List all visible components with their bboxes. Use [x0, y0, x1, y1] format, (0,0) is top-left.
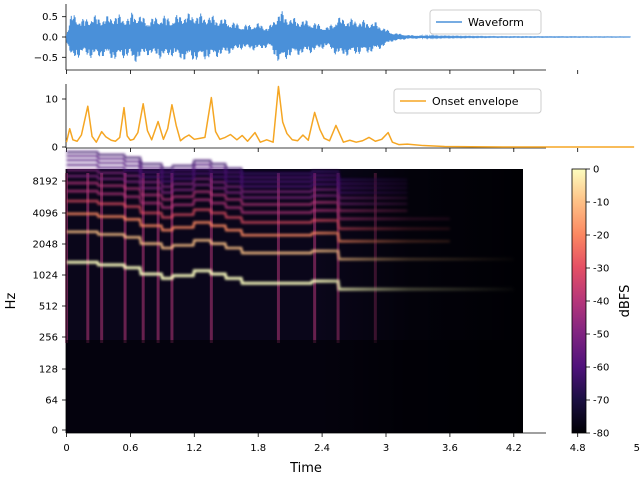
spec-x-tick-label: 4.8	[570, 443, 586, 454]
colorbar-tick-label: -10	[593, 198, 609, 209]
spec-x-tick-label: 3.6	[442, 443, 458, 454]
spec-x-tick-label: 1.8	[250, 443, 266, 454]
waveform-legend: Waveform	[429, 9, 542, 35]
spec-y-tick-label: 256	[39, 333, 58, 344]
waveform-panel: 0.5 0.0 −0.5	[34, 4, 631, 74]
spec-y-tick-label: 0	[52, 426, 58, 437]
spectrogram-low-band	[66, 340, 523, 433]
colorbar-tick-label: 0	[593, 165, 599, 176]
waveform-y-tick-label: 0.0	[42, 33, 58, 44]
colorbar-gradient	[571, 168, 587, 434]
spec-x-tick-label: 0	[63, 443, 69, 454]
onset-y-tick-label: 0	[52, 143, 58, 154]
spec-y-tick-label: 512	[39, 302, 58, 313]
spec-x-tick-label: 5.4	[634, 443, 640, 454]
colorbar-tick-label: -30	[593, 264, 609, 275]
waveform-y-tick-label: −0.5	[34, 53, 58, 64]
spec-x-tick-label: 3	[383, 443, 389, 454]
onset-legend: Onset envelope	[393, 88, 542, 114]
waveform-legend-label: Waveform	[468, 16, 524, 29]
spec-y-tick-label: 4096	[33, 209, 58, 220]
colorbar-tick-label: -50	[593, 330, 609, 341]
colorbar: 0 -10 -20 -30 -40 -50 -60 -70 -80	[571, 165, 609, 440]
spec-x-tick-label: 0.6	[122, 443, 138, 454]
onset-y-tick-label: 10	[45, 95, 58, 106]
colorbar-label: dBFS	[618, 285, 633, 318]
spec-y-tick-label: 2048	[33, 240, 58, 251]
colorbar-tick-label: -80	[593, 429, 609, 440]
onset-panel: 10 0	[45, 84, 635, 154]
colorbar-tick-label: -60	[593, 363, 609, 374]
x-axis-label: Time	[289, 461, 322, 476]
onset-line	[65, 85, 635, 148]
colorbar-tick-label: -40	[593, 297, 609, 308]
colorbar-tick-label: -70	[593, 396, 609, 407]
spec-y-tick-label: 8192	[33, 177, 58, 188]
spec-x-tick-label: 2.4	[314, 443, 330, 454]
onset-legend-label: Onset envelope	[432, 95, 519, 108]
spec-y-tick-label: 1024	[33, 271, 58, 282]
waveform-y-tick-label: 0.5	[42, 12, 58, 23]
spec-x-tick-label: 4.2	[506, 443, 522, 454]
spec-x-tick-label: 1.2	[186, 443, 202, 454]
spec-y-tick-label: 64	[45, 396, 58, 407]
waveform-line	[66, 11, 631, 62]
spec-y-tick-label: 128	[39, 365, 58, 376]
y-axis-label: Hz	[4, 293, 19, 310]
colorbar-tick-label: -20	[593, 231, 609, 242]
